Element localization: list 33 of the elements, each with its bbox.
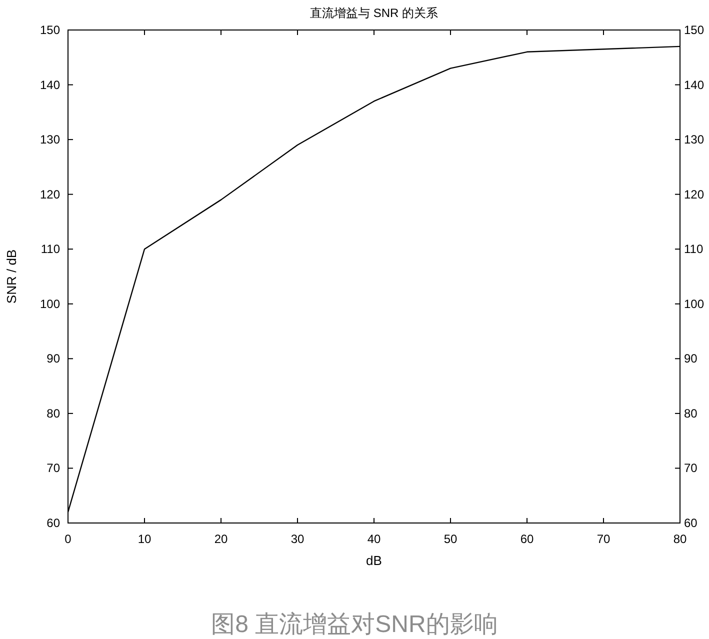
y2-tick-label: 120	[684, 187, 704, 202]
y-tick-label: 60	[46, 516, 60, 530]
x-tick-label: 20	[214, 532, 228, 546]
y-tick-label: 90	[46, 352, 60, 366]
y-tick-label: 120	[40, 187, 60, 202]
y2-tick-label: 100	[684, 296, 704, 311]
y-tick-label: 80	[46, 406, 60, 420]
y2-tick-label: 130	[684, 132, 704, 147]
y2-tick-label: 140	[684, 78, 704, 92]
y-axis-title: SNR / dB	[4, 249, 19, 304]
y2-tick-label: 90	[684, 352, 698, 366]
y2-tick-label: 60	[684, 516, 698, 530]
y2-tick-label: 110	[684, 242, 704, 256]
x-axis-title: dB	[366, 553, 382, 568]
y2-tick-label: 70	[684, 461, 698, 476]
x-tick-label: 30	[290, 532, 304, 546]
x-tick-label: 40	[367, 532, 381, 546]
chart-title: 直流增益与 SNR 的关系	[310, 6, 438, 20]
x-tick-label: 70	[596, 532, 610, 546]
caption: 图8 直流增益对SNR的影响	[211, 611, 498, 638]
y2-tick-label: 80	[684, 406, 698, 420]
x-tick-label: 10	[138, 532, 152, 546]
x-tick-label: 80	[673, 532, 687, 546]
x-tick-label: 60	[520, 532, 534, 546]
y-tick-label: 110	[40, 242, 60, 256]
x-tick-label: 50	[444, 532, 458, 546]
x-tick-label: 0	[64, 532, 72, 546]
y2-tick-label: 150	[684, 23, 704, 37]
y-tick-label: 150	[40, 23, 60, 37]
y-tick-label: 70	[46, 461, 60, 476]
y-tick-label: 140	[40, 78, 60, 92]
y-tick-label: 130	[40, 132, 60, 147]
y-tick-label: 100	[40, 296, 60, 311]
